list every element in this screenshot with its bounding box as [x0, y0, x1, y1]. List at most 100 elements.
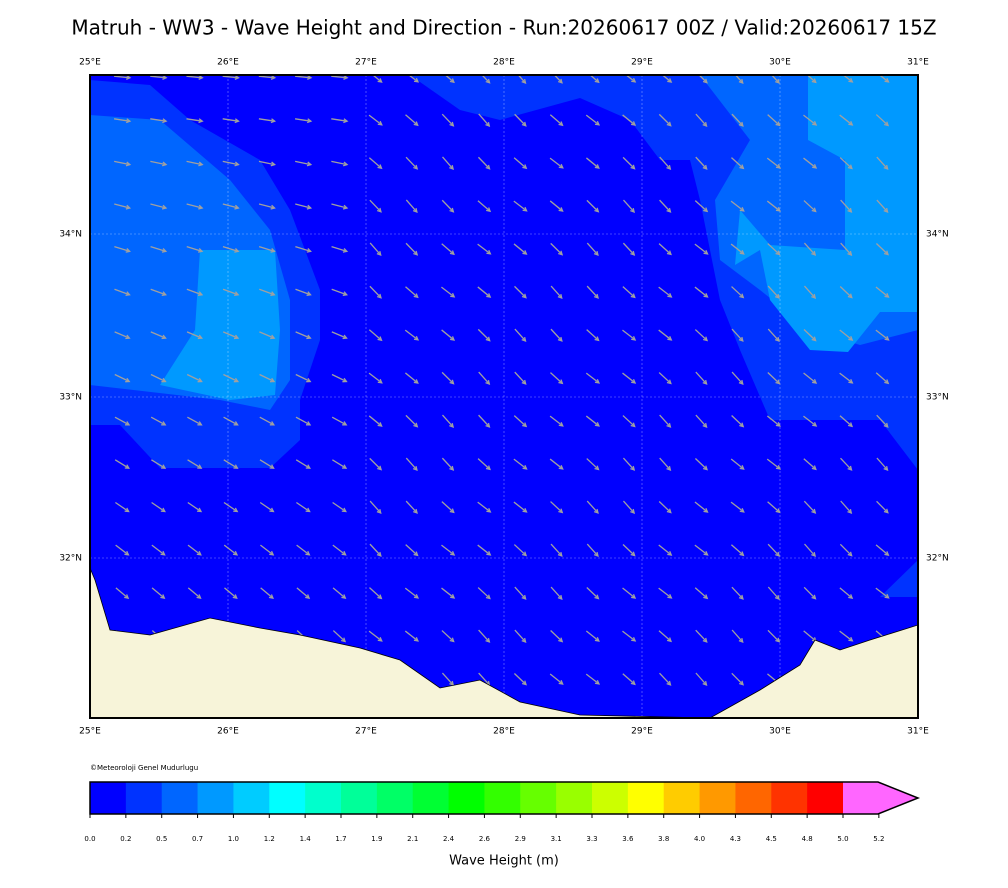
arrow	[695, 414, 708, 428]
arrow	[441, 630, 455, 642]
arrow	[514, 113, 527, 127]
arrow-head	[269, 550, 275, 556]
colorbar-box	[161, 782, 199, 814]
arrow	[404, 587, 419, 599]
lat-label: 33°N	[59, 393, 82, 403]
arrow	[730, 458, 745, 470]
arrow-head	[196, 550, 202, 556]
arrow-head	[521, 121, 527, 127]
arrow	[695, 113, 707, 127]
arrow	[114, 416, 130, 426]
arrow-head	[162, 161, 168, 167]
arrow	[258, 203, 275, 209]
arrow-head	[630, 207, 636, 214]
arrow-head	[198, 204, 204, 210]
arrow	[770, 75, 780, 84]
map	[90, 75, 918, 718]
colorbar-tick-label: 0.2	[120, 835, 131, 843]
arrow	[442, 156, 454, 170]
arrow	[549, 114, 563, 126]
arrow	[622, 587, 636, 599]
arrow-head	[774, 293, 780, 299]
arrow	[803, 200, 817, 212]
arrow-head	[666, 508, 672, 514]
arrow-head	[485, 594, 491, 600]
arrow	[369, 242, 382, 256]
arrow-head	[594, 336, 600, 342]
arrow-head	[812, 421, 818, 427]
arrow-head	[702, 680, 708, 687]
arrow-head	[739, 551, 745, 557]
arrow	[150, 203, 167, 209]
arrow	[622, 329, 636, 341]
arrow-head	[702, 379, 708, 385]
colorbar-tick-label: 1.4	[300, 835, 312, 843]
arrow	[259, 331, 275, 339]
arrow	[549, 415, 564, 427]
arrow	[368, 372, 383, 384]
arrow	[331, 373, 347, 383]
arrow-head	[847, 422, 854, 428]
arrow	[260, 544, 274, 556]
arrow-head	[413, 121, 419, 127]
arrow	[658, 630, 672, 642]
arrow-head	[811, 379, 818, 384]
colorbar-tick-label: 1.9	[371, 835, 382, 843]
arrow	[222, 75, 239, 79]
arrow	[625, 75, 636, 83]
arrow-head	[884, 78, 890, 83]
colorbar-tick-label: 1.0	[228, 835, 239, 843]
arrow	[186, 203, 203, 209]
arrow-head	[413, 335, 420, 341]
arrow	[694, 243, 708, 255]
lon-label: 29°E	[631, 727, 653, 737]
arrow-head	[376, 207, 382, 213]
arrow	[550, 586, 563, 600]
arrow-head	[413, 551, 419, 557]
arrow	[878, 75, 889, 83]
arrow	[731, 672, 744, 686]
arrow-head	[631, 77, 637, 83]
arrow	[806, 75, 817, 83]
arrow-head	[739, 250, 745, 255]
arrow-head	[594, 120, 601, 126]
arrow	[477, 501, 491, 513]
arrow-head	[666, 680, 672, 686]
arrow	[585, 630, 600, 642]
arrow	[186, 246, 203, 252]
arrow-head	[196, 594, 202, 600]
arrow	[767, 501, 781, 513]
arrow-head	[558, 121, 564, 127]
arrow-head	[162, 118, 168, 124]
lon-label: 25°E	[79, 58, 101, 68]
arrow-head	[775, 121, 781, 127]
arrow-head	[125, 334, 131, 340]
arrow-head	[232, 594, 238, 600]
arrow-head	[233, 421, 239, 426]
arrow	[876, 414, 889, 428]
arrow	[115, 501, 129, 513]
colorbar-box	[699, 782, 736, 814]
arrow-head	[738, 637, 744, 644]
arrow	[114, 459, 130, 469]
arrow	[114, 373, 130, 383]
arrow-head	[847, 207, 853, 213]
colorbar-box	[341, 782, 378, 814]
arrow	[622, 544, 636, 556]
arrow-head	[412, 465, 418, 472]
arrow	[622, 286, 636, 298]
arrow-head	[847, 465, 853, 471]
arrow	[186, 160, 203, 166]
arrow-head	[413, 379, 419, 384]
colorbar-tick-label: 2.6	[479, 835, 491, 843]
arrow-head	[306, 421, 312, 426]
arrow-head	[847, 250, 853, 256]
colorbar-tick-label: 2.4	[443, 835, 455, 843]
arrow	[803, 157, 817, 169]
arrow	[258, 75, 275, 79]
arrow	[803, 242, 816, 256]
arrow	[586, 329, 599, 341]
arrow	[585, 673, 600, 685]
arrow-head	[666, 164, 672, 171]
arrow-head	[306, 118, 313, 124]
